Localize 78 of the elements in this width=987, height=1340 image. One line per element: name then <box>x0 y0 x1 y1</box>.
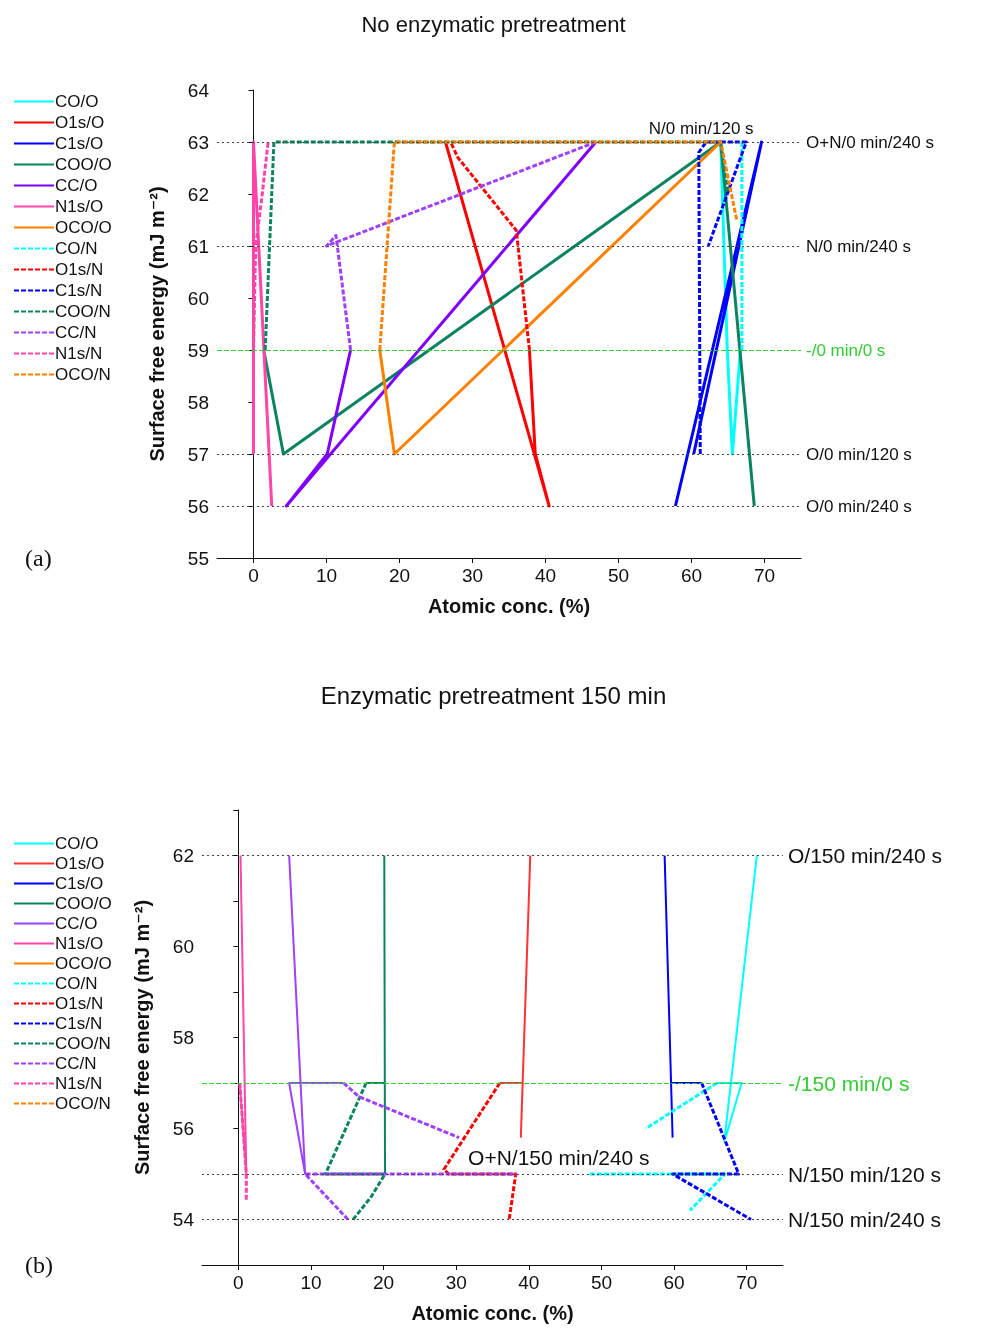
x-tick-label: 70 <box>736 1272 758 1293</box>
legend-label: CC/N <box>55 1054 97 1073</box>
x-tick-label: 50 <box>590 1272 613 1293</box>
x-tick-label: 0 <box>233 1272 244 1293</box>
legend-label: COO/O <box>55 894 112 913</box>
ref-line-label: N/0 min/240 s <box>806 236 911 256</box>
x-tick-label: 70 <box>753 565 776 586</box>
x-tick-label: 50 <box>607 565 630 586</box>
x-tick-label: 30 <box>461 565 484 586</box>
x-tick-label: 20 <box>388 565 411 586</box>
ref-line-label: O/150 min/240 s <box>788 844 943 867</box>
ref-line-label: N/150 min/120 s <box>788 1162 941 1186</box>
y-tick-label: 64 <box>187 79 210 101</box>
y-tick-label: 55 <box>187 547 209 569</box>
ref-line-label: O/0 min/120 s <box>806 444 912 464</box>
x-axis-title: Atomic conc. (%) <box>411 1302 574 1324</box>
x-tick-label: 20 <box>372 1272 395 1293</box>
y-tick-label: 54 <box>172 1209 195 1230</box>
y-tick-label: 57 <box>187 443 209 465</box>
y-axis-title: Surface free energy (mJ m⁻²) <box>146 186 168 462</box>
legend-label: O1s/O <box>55 854 105 873</box>
y-tick-label: 62 <box>187 183 209 205</box>
legend-label: CO/O <box>55 834 99 853</box>
x-tick-label: 40 <box>534 565 557 586</box>
x-tick-label: 40 <box>518 1272 540 1293</box>
legend-label: OCO/N <box>55 1094 111 1113</box>
annotation: O+N/150 min/240 s <box>468 1145 650 1169</box>
x-tick-label: 10 <box>315 565 338 586</box>
legend-label: C1s/O <box>55 134 104 153</box>
chart-title: Enzymatic pretreatment 150 min <box>320 681 667 709</box>
legend-label: COO/N <box>55 302 111 321</box>
legend-label: N1s/N <box>55 344 103 363</box>
text: (a) <box>25 545 52 571</box>
legend-label: COO/N <box>55 1034 111 1053</box>
chart-title: No enzymatic pretreatment <box>361 11 626 37</box>
ref-line-label: -/150 min/0 s <box>788 1071 910 1095</box>
y-tick-label: 63 <box>187 131 209 153</box>
x-tick-label: 60 <box>680 565 703 586</box>
y-tick-label: 56 <box>172 1118 194 1139</box>
legend-label: OCO/O <box>55 218 112 237</box>
legend-label: C1s/O <box>55 874 104 893</box>
legend-label: CO/N <box>55 974 98 993</box>
y-tick-label: 60 <box>172 936 194 957</box>
legend-label: N1s/O <box>55 934 104 953</box>
annotation: N/0 min/120 s <box>648 118 754 138</box>
ref-line-label: O/0 min/240 s <box>806 496 912 516</box>
x-tick-label: 10 <box>300 1272 322 1293</box>
legend-label: CO/N <box>55 239 98 258</box>
ref-line-label: N/150 min/240 s <box>788 1208 941 1231</box>
legend-label: C1s/N <box>55 281 103 300</box>
y-tick-label: 58 <box>187 391 209 413</box>
legend-label: CC/O <box>55 914 98 933</box>
y-tick-label: 58 <box>172 1027 194 1048</box>
legend-label: N1s/O <box>55 197 104 216</box>
y-tick-label: 62 <box>172 845 194 866</box>
x-tick-label: 0 <box>248 565 259 586</box>
y-tick-label: 59 <box>187 339 209 361</box>
ref-line-label: O+N/0 min/240 s <box>806 132 935 152</box>
legend-label: O1s/N <box>55 260 104 279</box>
legend-label: N1s/N <box>55 1074 103 1093</box>
x-axis-title: Atomic conc. (%) <box>427 595 591 617</box>
legend-label: O1s/N <box>55 994 104 1013</box>
text: (b) <box>25 1252 53 1278</box>
legend-label: C1s/N <box>55 1014 103 1033</box>
x-tick-label: 30 <box>445 1272 467 1293</box>
legend-label: CC/O <box>55 176 98 195</box>
legend-label: OCO/N <box>55 365 111 384</box>
y-axis-title: Surface free energy (mJ m⁻²) <box>131 899 153 1176</box>
legend-label: CO/O <box>55 92 99 111</box>
legend-label: O1s/O <box>55 113 105 132</box>
legend-label: COO/O <box>55 155 112 174</box>
ref-line-label: -/0 min/0 s <box>806 340 886 360</box>
legend-label: OCO/O <box>55 954 112 973</box>
x-tick-label: 60 <box>663 1272 685 1293</box>
y-tick-label: 61 <box>187 235 209 257</box>
y-tick-label: 56 <box>187 495 209 517</box>
y-tick-label: 60 <box>187 287 209 309</box>
legend-label: CC/N <box>55 323 97 342</box>
